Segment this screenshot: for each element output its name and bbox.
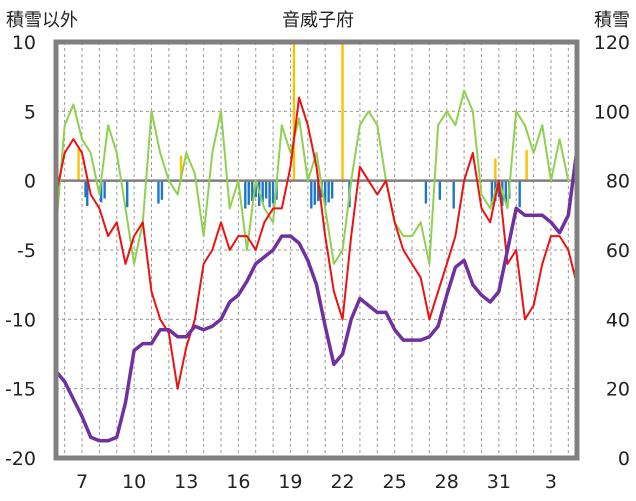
precip-snow-bar: [247, 180, 250, 205]
precip-snow-bar: [160, 180, 164, 200]
precip-rain-bar: [494, 158, 497, 181]
precip-snow-bar: [84, 180, 87, 198]
x-tick-label: 31: [487, 471, 511, 493]
y-left-tick-label: 0: [24, 171, 36, 193]
snow-depth-line: [54, 149, 579, 443]
y-right-tick-label: 20: [606, 379, 630, 401]
precip-snow-bar: [490, 180, 494, 205]
y-left-tick-label: -10: [5, 309, 36, 331]
y-left-tick-label: 10: [12, 32, 36, 54]
y-right-tick-label: 60: [606, 240, 630, 262]
y-right-tick-label: 80: [606, 171, 630, 193]
precip-rain-bar: [341, 42, 344, 181]
x-tick-label: 25: [383, 471, 407, 493]
left-axis-label: 積雪以外: [6, 10, 78, 31]
precip-snow-bar: [244, 180, 247, 209]
precip-snow-bar: [504, 180, 507, 203]
precip-snow-bar: [251, 180, 254, 202]
x-tick-label: 7: [76, 471, 88, 493]
precip-snow-bar: [126, 180, 129, 208]
precip-snow-bar: [424, 180, 428, 204]
precip-rain-bar: [292, 42, 296, 181]
x-tick-label: 13: [174, 471, 198, 493]
precip-snow-bar: [310, 180, 313, 209]
x-tick-label: 19: [278, 471, 302, 493]
y-right-tick-label: 120: [594, 32, 630, 54]
right-axis-label: 積雪: [594, 10, 630, 31]
precip-snow-bar: [330, 180, 334, 199]
precip-snow-bar: [103, 180, 106, 199]
y-left-tick-label: -5: [17, 240, 36, 262]
series-lines: [54, 89, 579, 443]
precip-snow-bar: [254, 180, 257, 198]
precip-snow-bar: [157, 180, 160, 204]
plot-frame: [53, 39, 580, 461]
precip-snow-bar: [86, 180, 89, 207]
y-right-tick-label: 0: [618, 448, 630, 470]
precip-rain-bar: [179, 155, 183, 181]
x-tick-label: 10: [122, 471, 146, 493]
x-tick-label: 16: [226, 471, 250, 493]
precip-snow-bar: [264, 180, 268, 199]
precip-snow-bar: [518, 180, 521, 208]
precip-snow-bar: [323, 180, 327, 207]
precip-rain-bar: [525, 150, 528, 181]
y-right-tick-label: 40: [606, 309, 630, 331]
precip-snow-bar: [271, 180, 275, 204]
min-temp-line: [55, 96, 578, 390]
precip-rain-bar: [77, 146, 80, 181]
tick-labels: 10 5 0 -5 -10 -15 -20 120 100 80 60 40 20 0 7 10 13 16 19 2…: [5, 32, 630, 493]
precip-snow-bar: [327, 180, 330, 203]
precip-snow-bar: [99, 180, 103, 203]
y-left-tick-label: -15: [5, 379, 36, 401]
y-right-tick-label: 100: [594, 101, 630, 123]
y-left-tick-label: 5: [24, 101, 36, 123]
y-left-tick-label: -20: [5, 448, 36, 470]
precip-snow-bar: [317, 180, 320, 202]
x-tick-label: 3: [545, 471, 557, 493]
chart-title: 音威子府: [282, 10, 354, 31]
precip-snow-bar: [313, 180, 316, 205]
precip-snow-bar: [438, 180, 442, 200]
x-tick-label: 28: [435, 471, 459, 493]
precip-snow-bar: [452, 180, 455, 209]
precip-snow-bar: [261, 180, 264, 203]
x-tick-label: 22: [330, 471, 354, 493]
precip-snow-bar: [268, 180, 271, 208]
